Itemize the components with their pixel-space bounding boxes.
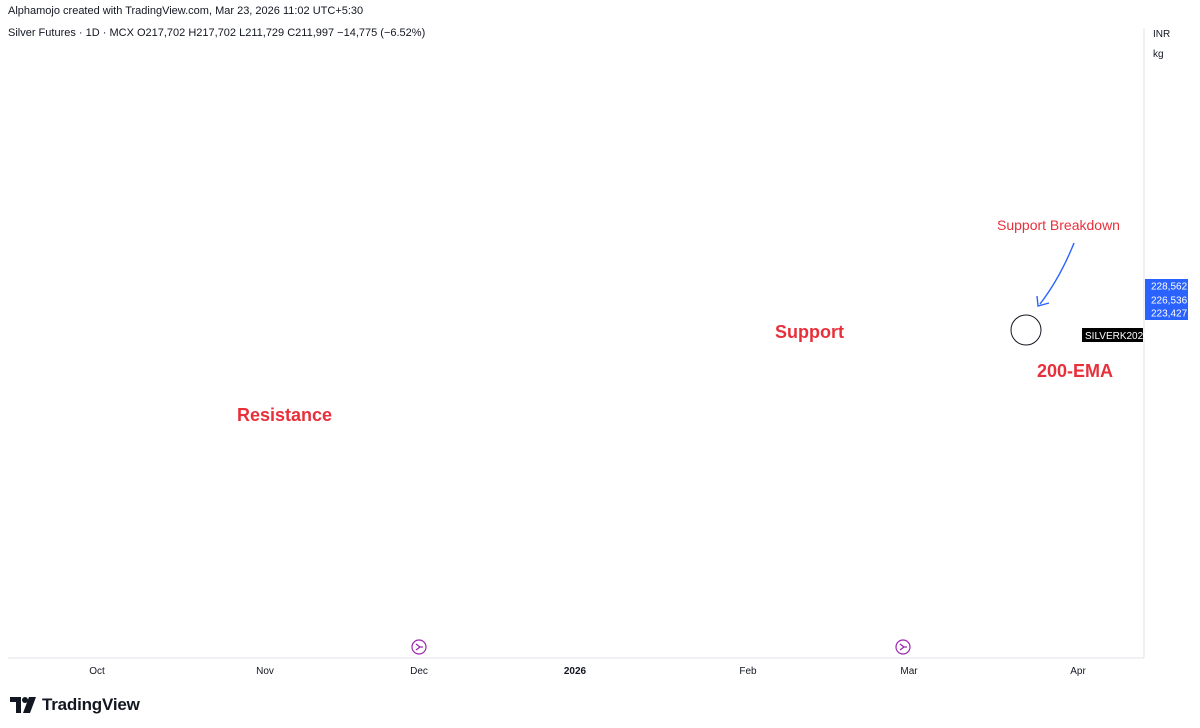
time-axis-ticks: Oct Nov Dec 2026 Feb Mar Apr	[89, 666, 1086, 677]
credit-text: Alphamojo created with TradingView.com, …	[8, 5, 364, 17]
event-marker-dec-icon	[411, 639, 427, 655]
event-marker-mar-icon	[895, 639, 911, 655]
resistance-label: Resistance	[237, 405, 332, 425]
unit-label: kg	[1153, 49, 1164, 60]
symbol-legend: Silver Futures · 1D · MCX O217,702 H217,…	[8, 27, 426, 39]
support-label: Support	[775, 322, 844, 342]
price-tag-text: 228,562	[1151, 282, 1188, 293]
svg-text:SILVERK2026: SILVERK2026	[1085, 331, 1149, 342]
month-tick-label: 2026	[564, 666, 587, 677]
symbol-label: SILVERK2026	[1082, 328, 1149, 342]
header: Alphamojo created with TradingView.com, …	[8, 5, 425, 41]
tradingview-logo: TradingView	[10, 694, 140, 716]
month-tick-label: Dec	[410, 666, 428, 677]
month-tick-label: Mar	[900, 666, 918, 677]
breakdown-arrow-icon	[1036, 242, 1075, 307]
month-tick-label: Apr	[1070, 666, 1086, 677]
footer-brand: TradingView	[42, 695, 140, 714]
tradingview-logo-icon	[10, 697, 36, 713]
breakdown-circle-icon	[1010, 314, 1042, 346]
price-tag: 228,562	[1145, 279, 1188, 293]
month-tick-label: Feb	[739, 666, 757, 677]
month-tick-label: Nov	[256, 666, 274, 677]
price-tag: 223,427	[1145, 306, 1188, 320]
price-tags: 266,608228,562226,536223,427211,997195,6…	[1145, 279, 1188, 320]
month-tick-label: Oct	[89, 666, 105, 677]
price-tag: 226,536	[1145, 293, 1188, 307]
currency-label: INR	[1153, 29, 1170, 40]
ema-label: 200-EMA	[1037, 361, 1113, 381]
price-tag-text: 226,536	[1151, 296, 1188, 307]
price-tag-text: 223,427	[1151, 309, 1188, 320]
support-breakdown-label: Support Breakdown	[997, 217, 1120, 233]
